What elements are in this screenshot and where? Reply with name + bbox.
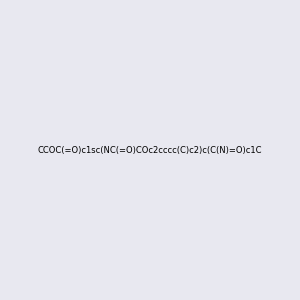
Text: CCOC(=O)c1sc(NC(=O)COc2cccc(C)c2)c(C(N)=O)c1C: CCOC(=O)c1sc(NC(=O)COc2cccc(C)c2)c(C(N)=…: [38, 146, 262, 154]
